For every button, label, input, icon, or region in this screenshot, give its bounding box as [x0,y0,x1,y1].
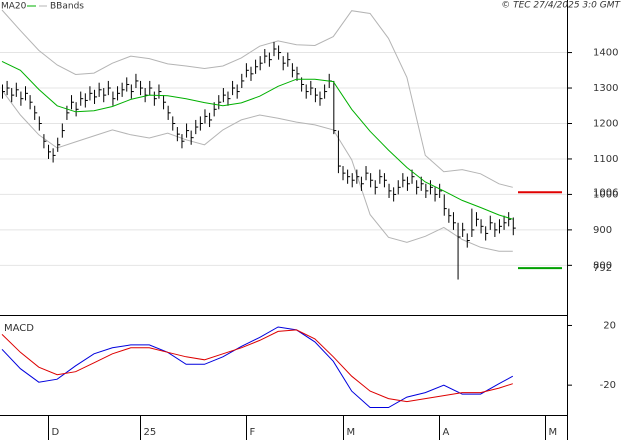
y-tick-label: 1000 [593,189,618,200]
bollinger-band [1,89,513,252]
x-tick-label: M [347,427,356,438]
bollinger-band [1,9,513,188]
macd-title: MACD [4,323,34,334]
macd-line [1,329,513,403]
level-label: 1006 [593,187,618,198]
y-tick-label: 1400 [593,48,618,59]
y-tick-label: 1100 [593,154,618,165]
y-tick-label: 800 [593,260,612,271]
x-tick-label: D [52,427,60,438]
y-tick-label: 1300 [593,83,618,94]
legend-label: MA20 [1,2,27,12]
x-tick-label: A [443,427,450,438]
level-label: 792 [593,263,612,274]
legend-label: BBands [50,2,84,12]
y-tick-label: -20 [600,380,616,391]
y-tick-label: 20 [603,320,616,331]
macd-line [1,326,514,408]
y-tick-label: 900 [593,225,612,236]
source: © TEC 27/4/2025 3:0 GMT [501,1,621,11]
y-tick-label: 1200 [593,118,618,129]
x-tick-label: M [549,427,558,438]
x-tick-label: F [250,427,256,438]
moving-average [1,60,513,220]
x-tick-label: 25 [144,427,157,438]
